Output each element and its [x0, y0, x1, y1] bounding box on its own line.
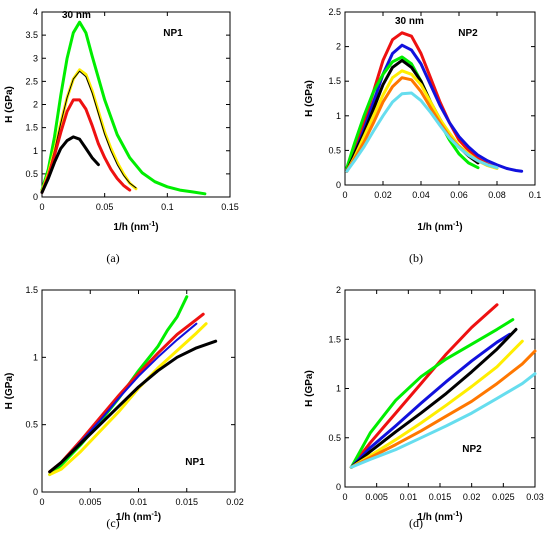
x-tick-label: 0.01	[130, 497, 148, 507]
panel-caption: (d)	[409, 516, 423, 530]
y-tick-label: 4	[33, 7, 38, 17]
x-axis-label-end: )	[459, 512, 462, 523]
x-axis-label: 1/h (nm-1)	[417, 221, 462, 233]
x-tick-label: 0	[342, 492, 347, 502]
y-tick-label: 0	[336, 180, 341, 190]
x-tick-label: 0	[39, 202, 44, 212]
series-line-2	[345, 43, 524, 173]
panel-caption: (a)	[106, 251, 119, 265]
series-line-1	[48, 295, 189, 476]
y-tick-label: 2	[336, 42, 341, 52]
x-tick-label: 0.02	[226, 497, 244, 507]
x-axis-label-sup: -1	[453, 221, 459, 228]
y-axis-label: H (GPa)	[304, 80, 315, 117]
y-tick-label: 0.5	[25, 169, 38, 179]
x-axis-label-main: 1/h (nm	[116, 512, 152, 523]
y-tick-label: 1	[336, 111, 341, 121]
series-line-7	[349, 372, 537, 469]
chart-panel-3: 0 0.005 0.01 0.015 0.02 0 0.5 1 1.5 H (GPa) 1/h (n…	[4, 285, 244, 530]
annotation-label: 30 nm	[395, 16, 424, 27]
chart-panel-2: 0 0.02 0.04 0.06 0.08 0.1 0 0.5 1 1.5 2 2.5 H (GPa) 1…	[304, 7, 541, 265]
y-tick-label: 0	[33, 192, 38, 202]
x-tick-label: 0.02	[374, 190, 392, 200]
x-tick-label: 0.015	[175, 497, 198, 507]
series-line-4	[40, 98, 132, 194]
y-tick-label: 1	[33, 146, 38, 156]
y-axis-label: H (GPa)	[4, 373, 15, 410]
y-tick-label: 2.5	[328, 7, 341, 17]
series-line-4	[48, 322, 208, 476]
series-line-3	[41, 70, 137, 192]
x-tick-label: 0.1	[529, 190, 542, 200]
chart-panel-4: 0 0.005 0.01 0.015 0.02 0.025 0.03 0 0.5 1 1.5 2 H (…	[304, 285, 544, 530]
series-line-5	[48, 339, 218, 474]
y-tick-label: 1.5	[328, 334, 341, 344]
panel-caption: (c)	[106, 516, 119, 530]
x-tick-label: 0.01	[400, 492, 418, 502]
annotation-label: 30 nm	[62, 10, 91, 21]
y-tick-label: 0	[33, 487, 38, 497]
x-tick-label: 0.08	[488, 190, 506, 200]
x-axis-label-main: 1/h (nm	[417, 222, 453, 233]
y-tick-label: 0.5	[328, 433, 341, 443]
y-tick-label: 3	[33, 53, 38, 63]
series-line-3	[349, 332, 512, 469]
x-axis-label: 1/h (nm-1)	[417, 511, 462, 523]
x-tick-label: 0.15	[221, 202, 239, 212]
y-axis-label: H (GPa)	[304, 370, 315, 407]
y-tick-label: 3.5	[25, 30, 38, 40]
panel-caption: (b)	[409, 251, 423, 265]
plot-frame	[344, 11, 536, 186]
series-line-4	[349, 327, 518, 469]
series-line-2	[349, 318, 515, 469]
y-axis-label: H (GPa)	[4, 86, 15, 123]
y-tick-label: 2	[33, 100, 38, 110]
panel-name: NP2	[462, 444, 482, 455]
x-axis-label-sup: -1	[149, 221, 155, 228]
y-tick-label: 1.5	[25, 123, 38, 133]
y-tick-label: 2.5	[25, 76, 38, 86]
y-tick-label: 1.5	[25, 285, 38, 295]
x-axis-label-end: )	[158, 512, 161, 523]
x-axis-label-sup: -1	[453, 511, 459, 518]
y-tick-label: 2	[336, 285, 341, 295]
x-tick-label: 0.025	[492, 492, 515, 502]
series-line-3	[345, 55, 480, 170]
x-tick-label: 0.005	[365, 492, 388, 502]
x-tick-label: 0	[39, 497, 44, 507]
x-tick-label: 0.05	[96, 202, 114, 212]
x-tick-label: 0.015	[429, 492, 452, 502]
panel-name: NP2	[458, 28, 478, 39]
x-axis-label: 1/h (nm-1)	[113, 221, 158, 233]
x-tick-label: 0	[342, 190, 347, 200]
series-line-1	[40, 20, 207, 196]
y-tick-label: 1	[336, 384, 341, 394]
panel-name: NP1	[185, 457, 205, 468]
x-tick-label: 0.04	[412, 190, 430, 200]
y-tick-label: 0	[336, 482, 341, 492]
x-tick-label: 0.06	[450, 190, 468, 200]
x-axis-label-main: 1/h (nm	[417, 512, 453, 523]
series-line-7	[345, 91, 499, 173]
x-tick-label: 0.1	[161, 202, 174, 212]
panel-name: NP1	[163, 28, 183, 39]
series-line-5	[349, 339, 524, 469]
y-tick-label: 1.5	[328, 76, 341, 86]
x-axis-label-main: 1/h (nm	[113, 222, 149, 233]
x-axis-label-end: )	[155, 222, 158, 233]
x-tick-label: 0.005	[79, 497, 102, 507]
x-axis-label-sup: -1	[151, 511, 157, 518]
x-axis-label: 1/h (nm-1)	[116, 511, 161, 523]
series-line-6	[349, 349, 537, 469]
series-line-1	[349, 303, 499, 469]
y-tick-label: 1	[33, 352, 38, 362]
y-tick-label: 0.5	[328, 145, 341, 155]
x-tick-label: 0.03	[526, 492, 544, 502]
y-tick-label: 0.5	[25, 420, 38, 430]
series-line-5	[40, 135, 100, 194]
x-axis-label-end: )	[459, 222, 462, 233]
chart-panel-1: 0 0.05 0.1 0.15 0 0.5 1 1.5 2 2.5 3 3.5 4 H (GPa) 1/h …	[4, 7, 239, 265]
x-tick-label: 0.02	[463, 492, 481, 502]
